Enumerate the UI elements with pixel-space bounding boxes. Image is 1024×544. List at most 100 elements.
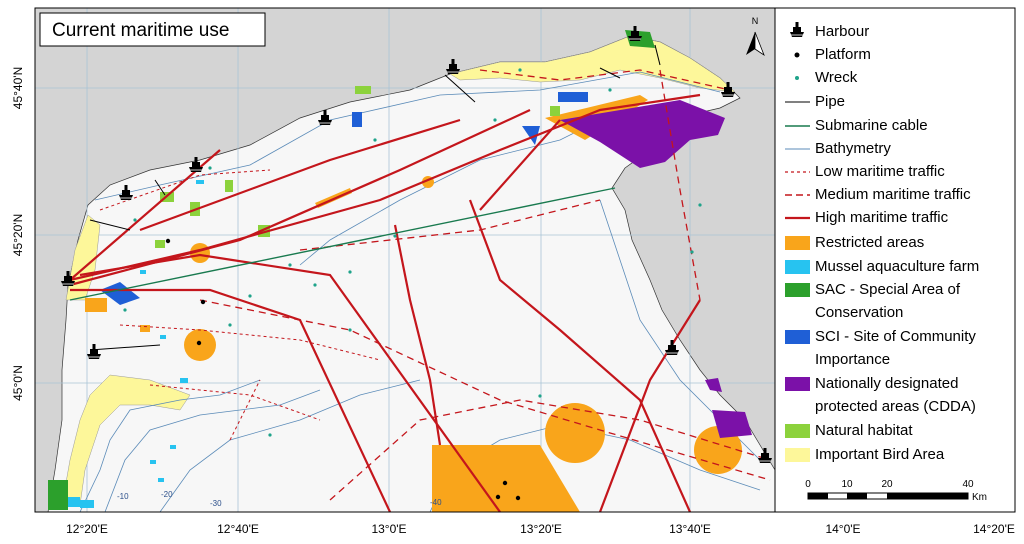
map-feature	[515, 495, 521, 501]
scale-bar	[807, 492, 969, 500]
map-title: Current maritime use	[52, 20, 229, 41]
wrecks	[123, 68, 702, 437]
map-feature	[329, 399, 771, 501]
map-feature	[348, 270, 352, 274]
map-feature	[268, 433, 272, 437]
longitude-label: 12°40'E	[217, 522, 259, 536]
scale-unit: Km	[972, 492, 987, 503]
map-feature	[808, 493, 828, 499]
scale-label: 20	[881, 479, 893, 490]
longitude-label: 14°0'E	[825, 522, 860, 536]
map-feature	[313, 283, 317, 287]
map-feature	[558, 92, 588, 102]
map-feature	[196, 180, 204, 184]
map-feature	[79, 379, 261, 512]
map-feature	[785, 448, 810, 462]
map-feature	[299, 199, 601, 251]
legend-label: Medium maritime traffic	[815, 186, 971, 203]
map-feature	[199, 299, 771, 481]
north-arrow: N	[746, 16, 765, 57]
map-area: -10 -20 -30 -40 N	[35, 8, 775, 512]
map-feature	[170, 445, 176, 449]
pipes	[89, 44, 661, 351]
legend-label: Harbour	[815, 23, 869, 40]
submarine-cable	[69, 187, 616, 301]
map-feature	[139, 118, 461, 232]
legend-label: High maritime traffic	[815, 209, 949, 226]
latitude-label: 45°0'N	[11, 365, 25, 401]
latitude-label: 45°40'N	[11, 67, 25, 109]
map-feature	[785, 260, 810, 274]
platforms	[165, 238, 521, 501]
mussel-farms	[68, 180, 204, 508]
longitude-label: 12°20'E	[66, 522, 108, 536]
map-feature	[599, 67, 621, 79]
scale-label: 10	[841, 479, 853, 490]
legend-label: Natural habitat	[815, 422, 913, 439]
map-feature	[393, 224, 442, 446]
map-feature	[598, 299, 701, 512]
map-feature	[149, 384, 321, 421]
map-feature	[659, 69, 701, 301]
map-feature	[794, 52, 800, 58]
map-feature	[785, 283, 810, 297]
legend: Harbour Platform Wreck Pipe Submarine cable B…	[815, 23, 979, 463]
map-feature	[154, 179, 166, 196]
map-feature	[479, 119, 561, 211]
legend-label: Importance	[815, 351, 890, 368]
map-feature	[550, 106, 560, 116]
map-feature	[560, 100, 725, 168]
map-feature	[495, 494, 501, 500]
map-feature	[712, 410, 752, 438]
bird-area	[61, 374, 191, 506]
map-feature	[518, 68, 522, 72]
legend-label: Bathymetry	[815, 140, 891, 157]
legend-icons	[785, 21, 810, 462]
legend-label: Nationally designated	[815, 375, 958, 392]
map-feature	[746, 32, 755, 55]
cdda	[560, 100, 752, 438]
map-feature	[355, 86, 371, 94]
north-label: N	[752, 16, 759, 26]
map-feature	[705, 378, 722, 392]
map-feature	[468, 199, 692, 512]
legend-label: Mussel aquaculture farm	[815, 258, 979, 275]
map-feature	[795, 76, 799, 80]
outer-frame	[34, 7, 1016, 513]
longitude-label: 14°20'E	[973, 522, 1015, 536]
legend-label: Wreck	[815, 69, 858, 86]
map-feature	[165, 238, 171, 244]
map-feature	[785, 236, 810, 250]
map-feature	[348, 328, 352, 332]
map-feature	[288, 263, 292, 267]
legend-label: Restricted areas	[815, 234, 924, 251]
legend-label: Platform	[815, 46, 871, 63]
sci	[100, 92, 588, 305]
map-feature	[158, 478, 164, 482]
map-feature	[123, 308, 127, 312]
map-feature	[493, 118, 497, 122]
map-feature	[785, 377, 810, 391]
map-feature	[48, 480, 68, 510]
map-feature	[133, 218, 137, 222]
map-feature	[754, 31, 765, 57]
map-feature	[225, 180, 233, 192]
map-feature	[432, 445, 580, 512]
map-feature	[140, 325, 150, 332]
map-feature	[89, 219, 131, 231]
latitude-label: 45°20'N	[11, 214, 25, 256]
map-feature	[94, 71, 721, 201]
depth-label: -30	[210, 499, 222, 508]
map-feature	[104, 389, 321, 512]
map-feature	[100, 282, 140, 305]
map-feature	[69, 93, 701, 282]
title-box	[39, 12, 266, 47]
scale-label: 0	[805, 479, 811, 490]
legend-label: Submarine cable	[815, 117, 928, 134]
map-feature	[502, 480, 508, 486]
map-feature	[299, 119, 601, 266]
map-feature	[352, 112, 362, 127]
longitude-label: 13°20'E	[520, 522, 562, 536]
